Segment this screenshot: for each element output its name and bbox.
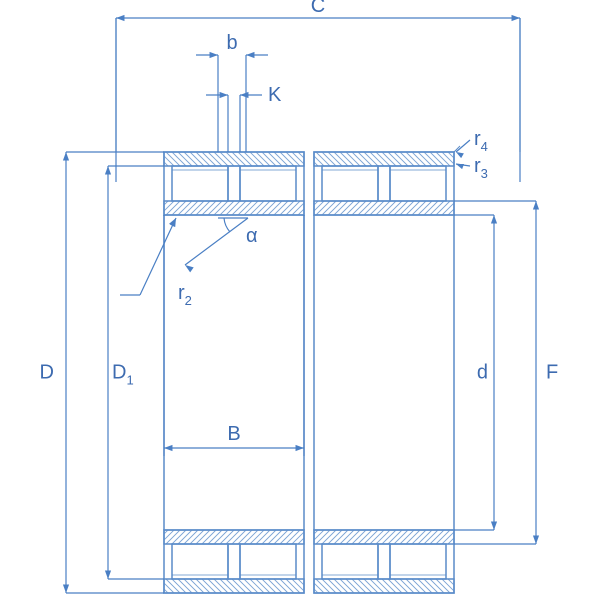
label-C: C — [311, 0, 325, 17]
label-alpha: α — [246, 225, 258, 247]
label-B: B — [227, 423, 240, 445]
label-K: K — [268, 84, 282, 106]
label-d: d — [477, 362, 488, 384]
label-b: b — [226, 32, 237, 54]
label-F: F — [546, 362, 558, 384]
label-D: D — [40, 362, 54, 384]
